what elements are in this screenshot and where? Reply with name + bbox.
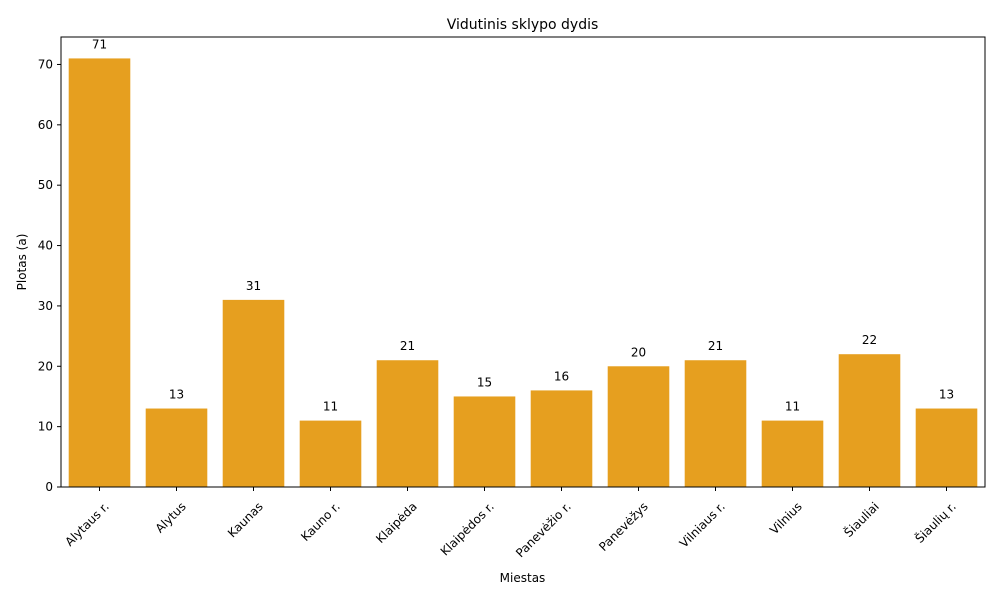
plot-frame bbox=[60, 36, 986, 488]
y-tick-label: 0 bbox=[45, 480, 53, 494]
bars-group bbox=[68, 58, 978, 488]
bar-value-label: 13 bbox=[169, 388, 184, 402]
bar bbox=[684, 360, 747, 487]
x-tick-label: Panevėžio r. bbox=[513, 499, 574, 560]
bar bbox=[915, 408, 978, 487]
bar bbox=[299, 420, 362, 487]
bar bbox=[376, 360, 439, 487]
value-labels-group: 71 13 31 11 21 15 16 20 21 11 22 13 bbox=[92, 37, 954, 413]
bar bbox=[145, 408, 208, 487]
bar bbox=[838, 354, 901, 487]
x-axis: Alytaus r. Alytus Kaunas Kauno r. Klaipėda Kl… bbox=[62, 487, 959, 560]
x-tick-label: Vilnius bbox=[767, 499, 805, 537]
y-tick-label: 20 bbox=[38, 359, 53, 373]
y-tick-label: 30 bbox=[38, 299, 53, 313]
bar bbox=[530, 390, 593, 487]
y-axis: 0 10 20 30 40 50 60 70 bbox=[38, 57, 61, 494]
chart-title: Vidutinis sklypo dydis bbox=[447, 17, 599, 33]
bar-value-label: 13 bbox=[939, 388, 954, 402]
bar-value-label: 22 bbox=[862, 333, 877, 347]
x-tick-label: Alytus bbox=[153, 499, 189, 535]
bar-value-label: 20 bbox=[631, 345, 646, 359]
bar-value-label: 71 bbox=[92, 37, 107, 51]
bar bbox=[222, 299, 285, 487]
x-tick-label: Alytaus r. bbox=[62, 499, 112, 549]
y-tick-label: 10 bbox=[38, 420, 53, 434]
y-tick-label: 60 bbox=[38, 118, 53, 132]
bar-value-label: 31 bbox=[246, 279, 261, 293]
y-tick-label: 70 bbox=[38, 57, 53, 71]
bar-value-label: 15 bbox=[477, 375, 492, 389]
bar-value-label: 16 bbox=[554, 369, 569, 383]
x-tick-label: Klaipėdos r. bbox=[438, 499, 497, 558]
y-tick-label: 50 bbox=[38, 178, 53, 192]
x-tick-label: Klaipėda bbox=[373, 499, 420, 546]
bar-value-label: 11 bbox=[785, 400, 800, 414]
bar-value-label: 21 bbox=[400, 339, 415, 353]
x-tick-label: Vilniaus r. bbox=[677, 499, 728, 550]
bar-value-label: 21 bbox=[708, 339, 723, 353]
bar bbox=[68, 58, 131, 488]
x-axis-label: Miestas bbox=[500, 571, 546, 585]
bar bbox=[453, 396, 516, 487]
x-tick-label: Kauno r. bbox=[298, 499, 343, 544]
y-axis-label: Plotas (a) bbox=[15, 234, 29, 291]
bar bbox=[607, 366, 670, 487]
y-tick-label: 40 bbox=[38, 239, 53, 253]
bar-value-label: 11 bbox=[323, 400, 338, 414]
x-tick-label: Šiaulių r. bbox=[912, 499, 959, 546]
bar bbox=[761, 420, 824, 487]
x-tick-label: Kaunas bbox=[225, 499, 266, 540]
x-tick-label: Šiauliai bbox=[841, 499, 882, 540]
x-tick-label: Panevėžys bbox=[596, 499, 651, 554]
